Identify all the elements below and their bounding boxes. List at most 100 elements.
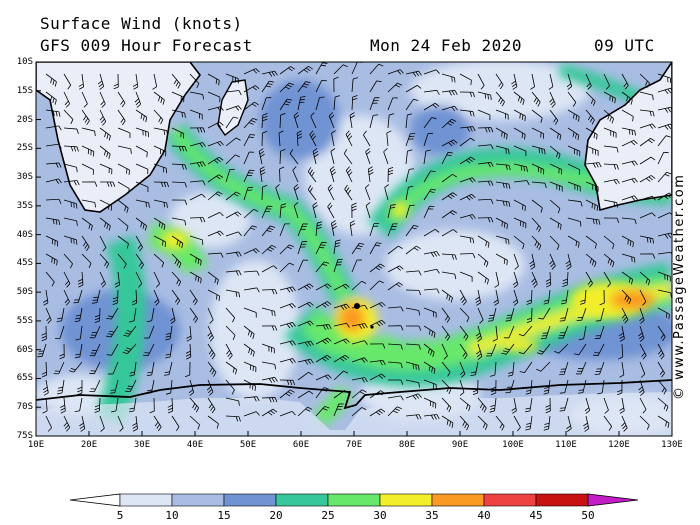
wind-barb [42,379,49,396]
wind-barb [243,287,260,293]
wind-barb [531,145,546,155]
wind-barb [112,289,119,305]
wind-barb [189,289,198,306]
wind-barb [545,397,551,414]
wind-barb [60,397,66,414]
wind-barb [315,79,327,93]
wind-barb [153,127,168,136]
wind-barb [657,151,669,165]
wind-barb [536,361,551,372]
wind-barb [73,289,83,304]
wind-barb [63,289,70,306]
wind-barb [135,163,149,175]
wind-barb [495,199,511,207]
wind-barb [81,127,96,137]
wind-barb [405,379,420,388]
wind-barb [459,126,476,132]
wind-barb [307,185,317,201]
wind-barb [125,379,137,393]
wind-barb [657,415,670,428]
wind-barb [165,325,173,341]
wind-barb [603,91,616,104]
wind-barb [639,123,656,129]
wind-barb [489,397,497,413]
wind-barb [639,175,656,183]
wind-barb [537,343,551,355]
wind-barb [387,343,403,350]
lon-label: 30E [133,440,151,450]
wind-barb [135,199,150,208]
wind-barb [351,242,365,255]
wind-barb [99,127,111,141]
wind-barb [78,73,85,90]
wind-barb [189,397,199,413]
colorbar-swatch [275,493,329,507]
wind-barb [188,379,195,396]
wind-barb [89,379,101,393]
wind-barb [405,113,413,129]
wind-barb [309,130,317,147]
wind-barb [45,178,62,184]
wind-barb [593,343,605,356]
lon-label: 80E [398,440,416,450]
wind-barb [559,307,569,322]
wind-barb [351,323,368,330]
wind-barb [639,307,645,324]
wind-barb [405,414,422,420]
wind-barb [189,253,202,266]
wind-barb [41,361,48,378]
wind-barb [423,343,435,357]
wind-barb [387,223,398,237]
wind-barb [351,407,367,417]
lon-label: 20E [80,440,98,450]
lat-ticks [36,61,41,437]
wind-barb [45,91,57,105]
wind-barb [189,271,202,284]
wind-barb [351,202,357,219]
wind-barb [621,271,634,285]
wind-barb [487,307,497,322]
wind-barb [459,343,468,360]
wind-barb [117,217,129,232]
lon-label: 130E [661,440,683,450]
wind-barb [423,268,440,274]
wind-barb [114,271,121,288]
wind-barb [351,280,367,291]
wind-barb [293,202,299,219]
wind-barb [296,130,303,147]
wind-barb [135,217,147,231]
wind-barb [186,325,192,342]
wind-barb [369,63,384,75]
wind-barb [81,199,97,208]
colorbar-swatch [535,493,589,507]
wind-barb [387,204,396,219]
wind-barb [387,406,402,417]
wind-barb [331,220,337,237]
wind-barb [459,214,476,220]
wind-barb [617,379,623,396]
wind-barb [477,109,491,121]
wind-barb [68,361,83,373]
wind-barb [459,397,471,412]
wind-barb [63,91,70,108]
lat-label: 25S [16,143,33,154]
wind-barb [45,415,52,432]
wind-barb [639,361,646,378]
wind-barb [171,217,187,226]
wind-barb [333,390,349,399]
wind-barb [171,289,181,305]
wind-barb [657,232,672,239]
wind-barb [99,253,110,269]
colorbar-swatch [327,493,381,507]
wind-barb [225,343,233,360]
wind-barb [548,73,554,90]
wind-barb [333,64,348,75]
lat-label: 30S [16,172,33,183]
wind-barb [585,127,598,140]
wind-barb [595,307,605,322]
wind-barb [657,73,672,83]
wind-barb [207,325,214,342]
wind-barb [45,109,61,117]
wind-barb [77,379,83,396]
wind-barb [639,253,656,259]
